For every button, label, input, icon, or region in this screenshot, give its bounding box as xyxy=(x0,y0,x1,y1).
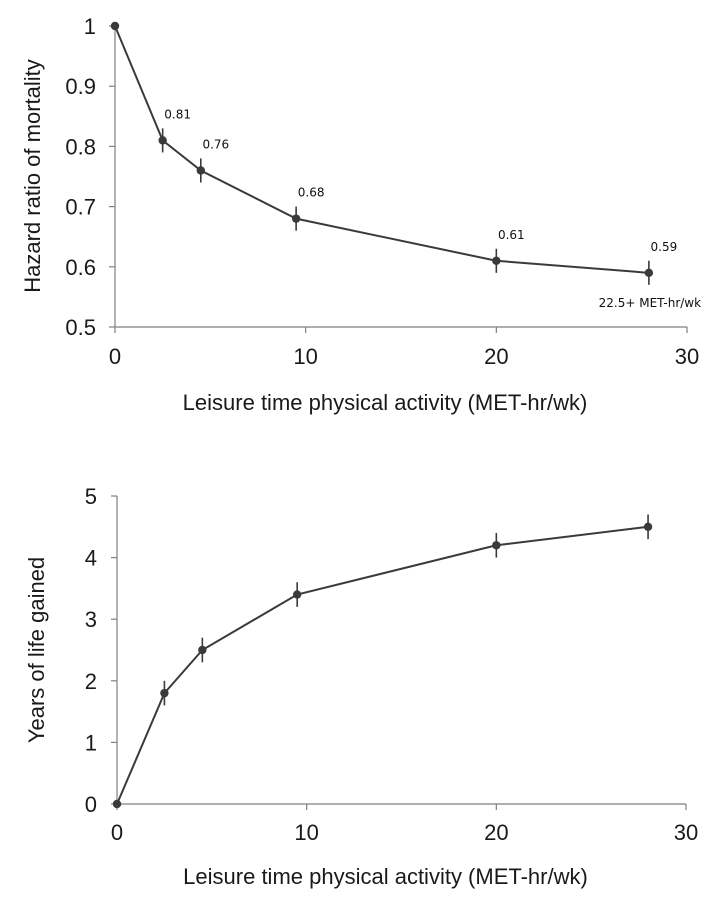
y-tick-label: 1 xyxy=(84,14,96,39)
data-label: 0.81 xyxy=(164,107,191,121)
data-point xyxy=(158,136,167,145)
data-point xyxy=(644,268,654,278)
x-axis-title: Leisure time physical activity (MET-hr/w… xyxy=(183,864,588,889)
x-tick-label: 0 xyxy=(109,344,121,369)
data-point xyxy=(492,256,501,265)
data-point xyxy=(110,21,120,31)
x-tick-label: 10 xyxy=(294,820,318,845)
y-tick-label: 0 xyxy=(85,792,97,817)
y-tick-label: 2 xyxy=(85,669,97,694)
data-label: 0.61 xyxy=(498,228,525,242)
series-line xyxy=(114,25,649,274)
data-point xyxy=(643,522,653,531)
data-point xyxy=(492,541,501,550)
y-tick-label: 0.6 xyxy=(65,255,96,280)
data-point xyxy=(196,166,205,175)
x-tick-label: 10 xyxy=(293,344,317,369)
data-label: 0.59 xyxy=(651,240,678,254)
series-line xyxy=(116,525,649,805)
x-tick-label: 0 xyxy=(111,820,123,845)
y-tick-label: 0.7 xyxy=(65,195,96,220)
hazard-ratio-chart: 0 10 20 30 0.5 0.6 0.7 0.8 0.9 1 Leisure time phys… xyxy=(20,14,701,415)
y-tick-label: 0.5 xyxy=(65,315,96,340)
y-axis-title: Years of life gained xyxy=(24,557,49,743)
x-tick-label: 20 xyxy=(484,820,508,845)
data-label: 0.68 xyxy=(298,186,325,200)
data-point xyxy=(160,688,169,698)
y-tick-label: 3 xyxy=(85,607,97,632)
x-axis-title: Leisure time physical activity (MET-hr/w… xyxy=(183,390,588,415)
data-point xyxy=(112,799,122,809)
y-tick-label: 1 xyxy=(85,730,97,755)
y-tick-label: 4 xyxy=(85,546,97,571)
x-tick-label: 30 xyxy=(675,344,699,369)
y-tick-label: 0.9 xyxy=(65,74,96,99)
x-tick-label: 30 xyxy=(674,820,698,845)
x-tick-label: 20 xyxy=(484,344,508,369)
data-point xyxy=(292,590,302,599)
y-tick-label: 5 xyxy=(85,484,97,509)
y-axis-title: Hazard ratio of mortality xyxy=(20,59,45,293)
data-label: 0.76 xyxy=(202,137,229,151)
annotation-label: 22.5+ MET-hr/wk xyxy=(599,296,701,310)
y-tick-label: 0.8 xyxy=(65,134,96,159)
data-point xyxy=(198,645,207,655)
data-point xyxy=(291,214,301,223)
